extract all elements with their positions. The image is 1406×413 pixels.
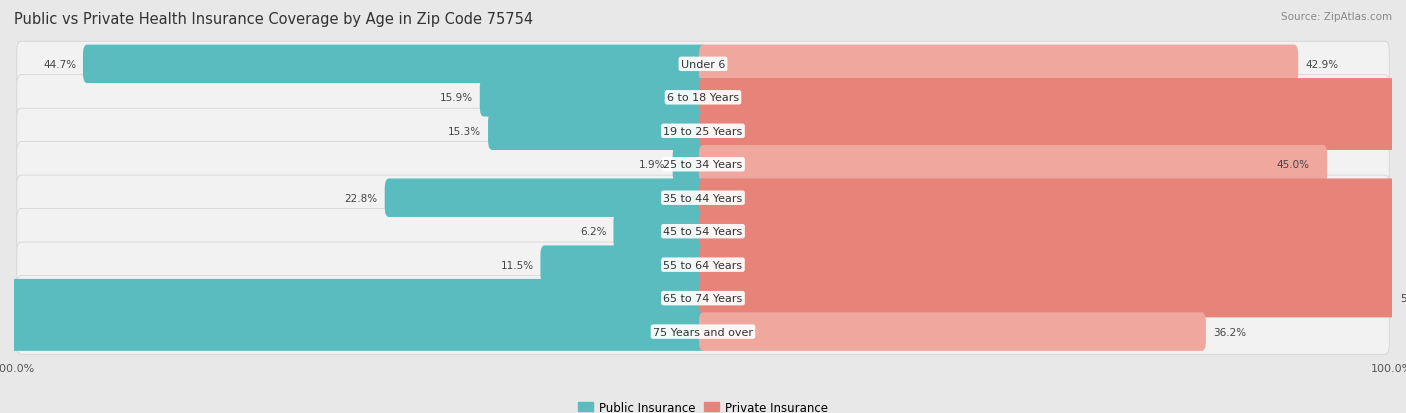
FancyBboxPatch shape [699,79,1406,117]
FancyBboxPatch shape [699,313,1206,351]
FancyBboxPatch shape [699,246,1406,284]
Text: 19 to 25 Years: 19 to 25 Years [664,126,742,136]
Text: 11.5%: 11.5% [501,260,533,270]
FancyBboxPatch shape [699,179,1406,217]
Text: Source: ZipAtlas.com: Source: ZipAtlas.com [1281,12,1392,22]
Text: Public vs Private Health Insurance Coverage by Age in Zip Code 75754: Public vs Private Health Insurance Cover… [14,12,533,27]
FancyBboxPatch shape [83,45,707,84]
FancyBboxPatch shape [17,76,1389,121]
Legend: Public Insurance, Private Insurance: Public Insurance, Private Insurance [574,396,832,413]
FancyBboxPatch shape [17,309,1389,354]
FancyBboxPatch shape [17,209,1389,254]
Text: 15.3%: 15.3% [449,126,481,136]
Text: 75 Years and over: 75 Years and over [652,327,754,337]
Text: 65 to 74 Years: 65 to 74 Years [664,293,742,304]
FancyBboxPatch shape [699,146,1327,184]
FancyBboxPatch shape [0,313,707,351]
FancyBboxPatch shape [17,176,1389,221]
FancyBboxPatch shape [17,242,1389,287]
FancyBboxPatch shape [540,246,707,284]
Text: 35 to 44 Years: 35 to 44 Years [664,193,742,203]
Text: 42.9%: 42.9% [1305,60,1339,70]
Text: 1.9%: 1.9% [640,160,666,170]
Text: 25 to 34 Years: 25 to 34 Years [664,160,742,170]
FancyBboxPatch shape [17,142,1389,188]
FancyBboxPatch shape [0,279,707,318]
Text: 55 to 64 Years: 55 to 64 Years [664,260,742,270]
FancyBboxPatch shape [479,79,707,117]
Text: 36.2%: 36.2% [1213,327,1246,337]
FancyBboxPatch shape [699,279,1406,318]
FancyBboxPatch shape [613,212,707,251]
Text: 54.0%: 54.0% [1400,293,1406,304]
FancyBboxPatch shape [17,109,1389,154]
FancyBboxPatch shape [17,42,1389,87]
FancyBboxPatch shape [17,276,1389,321]
Text: 15.9%: 15.9% [440,93,472,103]
Text: 22.8%: 22.8% [344,193,378,203]
Text: 6 to 18 Years: 6 to 18 Years [666,93,740,103]
FancyBboxPatch shape [385,179,707,217]
FancyBboxPatch shape [488,112,707,151]
FancyBboxPatch shape [699,112,1406,151]
FancyBboxPatch shape [699,212,1406,251]
Text: Under 6: Under 6 [681,60,725,70]
Text: 6.2%: 6.2% [581,227,606,237]
Text: 45.0%: 45.0% [1277,160,1309,170]
FancyBboxPatch shape [672,146,707,184]
FancyBboxPatch shape [699,45,1298,84]
Text: 45 to 54 Years: 45 to 54 Years [664,227,742,237]
Text: 44.7%: 44.7% [44,60,76,70]
